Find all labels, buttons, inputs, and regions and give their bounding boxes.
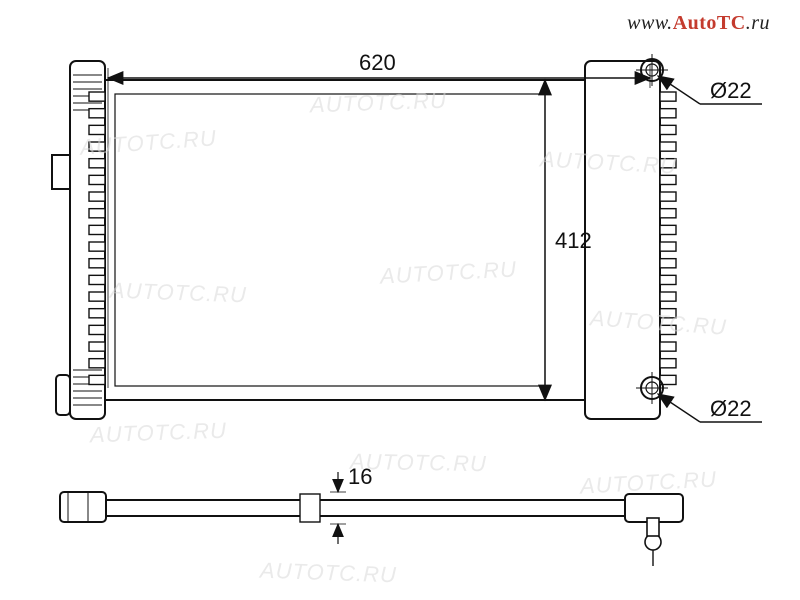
dim-thickness-label: 16 (348, 464, 372, 489)
radiator-side-view (60, 492, 683, 566)
dim-port-bottom-label: Ø22 (710, 396, 752, 421)
technical-drawing: 620 412 16 Ø22 Ø22 (0, 0, 800, 600)
dim-port-top-label: Ø22 (710, 78, 752, 103)
dim-height-label: 412 (555, 228, 592, 253)
dim-width-label: 620 (359, 50, 396, 75)
